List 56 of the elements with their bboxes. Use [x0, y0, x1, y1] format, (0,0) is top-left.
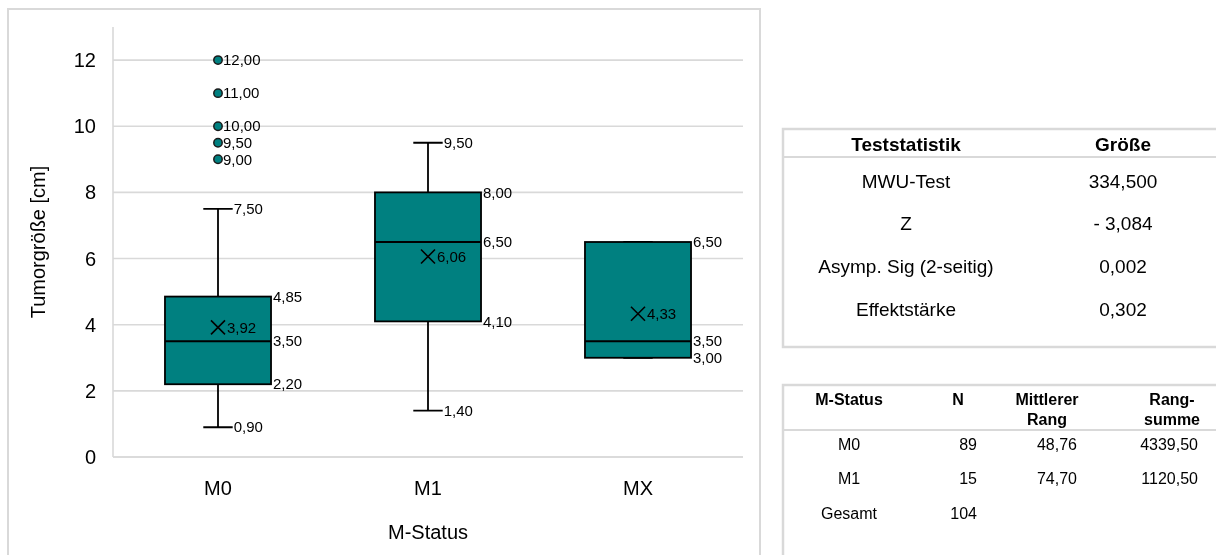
y-axis-title: Tumorgröße [cm] — [27, 165, 49, 319]
text: Z — [900, 213, 913, 235]
annotation: 9,00 — [223, 150, 253, 168]
annotation: 3,50 — [273, 332, 303, 350]
text: 48,76 — [1036, 435, 1078, 453]
annotation: 11,00 — [223, 84, 260, 102]
category-label: Rang-summe — [1143, 390, 1201, 428]
category-label: Teststatistik — [851, 133, 962, 155]
annotation: 9,50 — [223, 134, 253, 152]
category-label: N — [952, 390, 964, 408]
x-tick-label: M0 — [204, 477, 232, 499]
text: 4339,50 — [1140, 435, 1199, 453]
category-label: Größe — [1095, 133, 1151, 155]
text: - 3,084 — [1093, 213, 1154, 235]
text: Effektstärke — [856, 298, 956, 320]
annotation: 6,50 — [483, 233, 513, 251]
annotation: 12,00 — [223, 51, 261, 69]
annotation: 2,20 — [273, 375, 303, 393]
annotation: 6,50 — [693, 233, 723, 251]
y-tick-label: 2 — [84, 379, 96, 402]
text: 1120,50 — [1141, 470, 1199, 488]
annotation: 6,06 — [437, 247, 467, 265]
annotation: 3,50 — [693, 332, 723, 350]
text: 15 — [959, 470, 978, 488]
text: 104 — [950, 504, 978, 522]
y-tick-label: 10 — [73, 115, 96, 138]
y-tick-label: 8 — [84, 181, 96, 204]
annotation: 7,50 — [233, 200, 263, 218]
annotation: 3,00 — [693, 349, 723, 367]
x-axis-title: M-Status — [387, 521, 469, 543]
text: 0,002 — [1099, 256, 1147, 278]
text: Asymp. Sig (2-seitig) — [818, 256, 994, 278]
text: MWU-Test — [861, 170, 952, 192]
text: 334,500 — [1088, 170, 1158, 192]
y-tick-label: 0 — [84, 446, 96, 468]
text: 89 — [959, 435, 978, 453]
annotation: 4,85 — [273, 287, 303, 305]
annotation: 9,50 — [443, 134, 473, 152]
category-label: Mittlerer Rang — [1015, 390, 1079, 428]
text: 0,302 — [1099, 298, 1147, 320]
y-tick-label: 12 — [73, 49, 96, 72]
category-label: M-Status — [815, 390, 883, 408]
annotation: 10,00 — [223, 117, 261, 135]
y-tick-label: 6 — [84, 247, 96, 270]
x-tick-label: M1 — [414, 477, 442, 499]
x-tick-label: MX — [623, 477, 653, 499]
text: Gesamt — [820, 504, 878, 522]
annotation: 8,00 — [483, 183, 513, 201]
text: 74,70 — [1036, 470, 1078, 488]
annotation: 3,92 — [227, 318, 257, 336]
annotation: 1,40 — [443, 401, 473, 419]
y-tick-label: 4 — [84, 313, 96, 336]
text: M0 — [837, 435, 861, 453]
annotation: 4,33 — [647, 305, 677, 323]
annotation: 4,10 — [483, 312, 513, 330]
annotation: 0,90 — [233, 418, 263, 436]
